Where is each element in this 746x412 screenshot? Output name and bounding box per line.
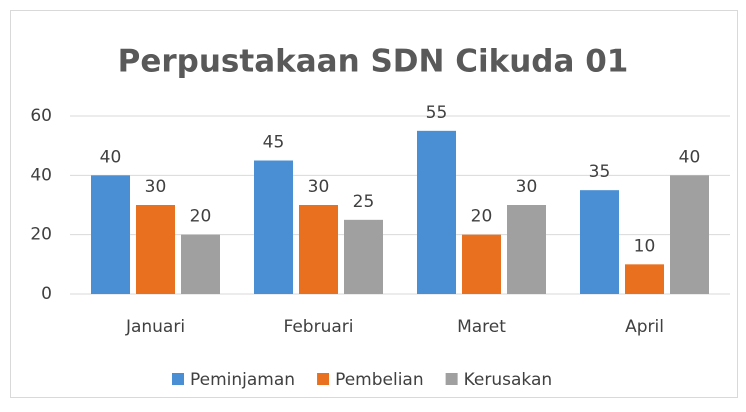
bar — [462, 234, 501, 294]
value-label: 30 — [308, 177, 330, 197]
value-label: 40 — [679, 147, 701, 167]
bar — [507, 205, 546, 294]
value-label: 45 — [263, 133, 285, 153]
bar — [136, 205, 175, 294]
y-tick-label: 0 — [41, 284, 52, 304]
bar — [625, 264, 664, 294]
value-label: 20 — [190, 207, 212, 227]
bar — [580, 190, 619, 294]
x-tick-label: April — [625, 317, 664, 337]
chart-title: Perpustakaan SDN Cikuda 01 — [118, 44, 629, 80]
x-tick-label: Februari — [284, 317, 354, 337]
value-label: 10 — [634, 236, 656, 256]
x-tick-label: Januari — [125, 317, 185, 337]
y-tick-label: 40 — [30, 165, 52, 185]
value-label: 35 — [589, 162, 611, 182]
bar — [344, 219, 383, 294]
legend-label: Pembelian — [335, 370, 424, 390]
bar — [91, 175, 130, 294]
y-tick-label: 20 — [30, 225, 52, 245]
bar — [417, 130, 456, 294]
value-label: 55 — [426, 103, 448, 123]
legend-label: Peminjaman — [190, 370, 295, 390]
bar — [670, 175, 709, 294]
legend-swatch — [317, 373, 330, 385]
bar — [299, 205, 338, 294]
legend-label: Kerusakan — [464, 370, 553, 390]
legend-swatch — [445, 373, 458, 385]
value-label: 30 — [145, 177, 167, 197]
bar — [254, 160, 293, 294]
value-label: 40 — [100, 147, 122, 167]
value-label: 30 — [516, 177, 538, 197]
y-tick-label: 60 — [30, 106, 52, 126]
legend-swatch — [172, 373, 184, 385]
x-tick-label: Maret — [457, 317, 506, 337]
value-label: 20 — [471, 207, 493, 227]
bar — [181, 234, 220, 294]
value-label: 25 — [353, 192, 375, 212]
